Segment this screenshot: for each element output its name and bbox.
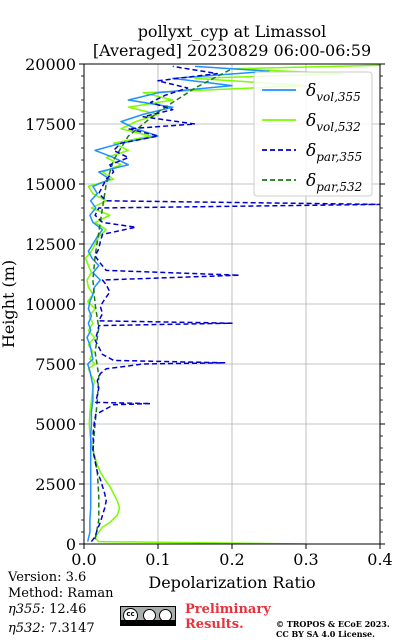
- y-tick-label: 10000: [25, 295, 76, 314]
- chart-title-line1: pollyxt_cyp at Limassol: [137, 22, 327, 41]
- eta355-label: η355:: [8, 602, 45, 617]
- legend-label-1: δvol,532: [306, 111, 361, 134]
- axis-ticks: 0.0 0.1 0.2 0.3 0.4 0 2500 5000 7500 10000 12500 15…: [25, 55, 393, 569]
- eta355-row: η355: 12.46: [8, 602, 86, 617]
- method-text: Method: Raman: [8, 586, 114, 601]
- legend-box: [253, 71, 373, 197]
- preliminary-line1: Preliminary: [185, 602, 271, 617]
- legend-label-0: δvol,355: [306, 81, 361, 104]
- x-axis-label: Depolarization Ratio: [148, 573, 315, 592]
- y-axis-label: Height (m): [0, 260, 18, 348]
- series-line-2: [90, 65, 380, 543]
- x-tick-label: 0.4: [367, 550, 392, 569]
- copyright-line2: CC BY SA 4.0 License.: [276, 629, 375, 639]
- legend: δvol,355 δvol,532 δpar,355 δpar,532: [253, 71, 373, 197]
- cc-license-badge: cc: [120, 606, 176, 626]
- series-line-1: [84, 64, 380, 544]
- eta532-value: 7.3147: [49, 621, 95, 636]
- y-tick-label: 15000: [25, 175, 76, 194]
- y-tick-label: 7500: [35, 355, 76, 374]
- x-tick-label: 0.0: [71, 550, 96, 569]
- eta355-value: 12.46: [49, 602, 87, 617]
- eta532-label: η532:: [8, 621, 45, 636]
- y-tick-label: 17500: [25, 115, 76, 134]
- y-tick-label: 12500: [25, 235, 76, 254]
- series-layer: [84, 64, 380, 544]
- x-tick-label: 0.3: [293, 550, 318, 569]
- x-tick-label: 0.1: [145, 550, 170, 569]
- version-text: Version: 3.6: [8, 570, 87, 585]
- chart-title-line2: [Averaged] 20230829 06:00-06:59: [92, 41, 372, 60]
- x-tick-label: 0.2: [219, 550, 244, 569]
- y-tick-label: 0: [66, 535, 76, 554]
- legend-label-2: δpar,355: [306, 141, 362, 164]
- copyright-line1: © TROPOS & ECoE 2023.: [276, 619, 390, 629]
- y-tick-label: 2500: [35, 475, 76, 494]
- preliminary-line2: Results.: [185, 617, 244, 632]
- legend-label-3: δpar,532: [306, 171, 362, 194]
- grid-lines: [83, 63, 381, 545]
- eta532-row: η532: 7.3147: [8, 621, 95, 636]
- y-tick-label: 20000: [25, 55, 76, 74]
- y-tick-label: 5000: [35, 415, 76, 434]
- cc-badge-strip: [121, 620, 175, 625]
